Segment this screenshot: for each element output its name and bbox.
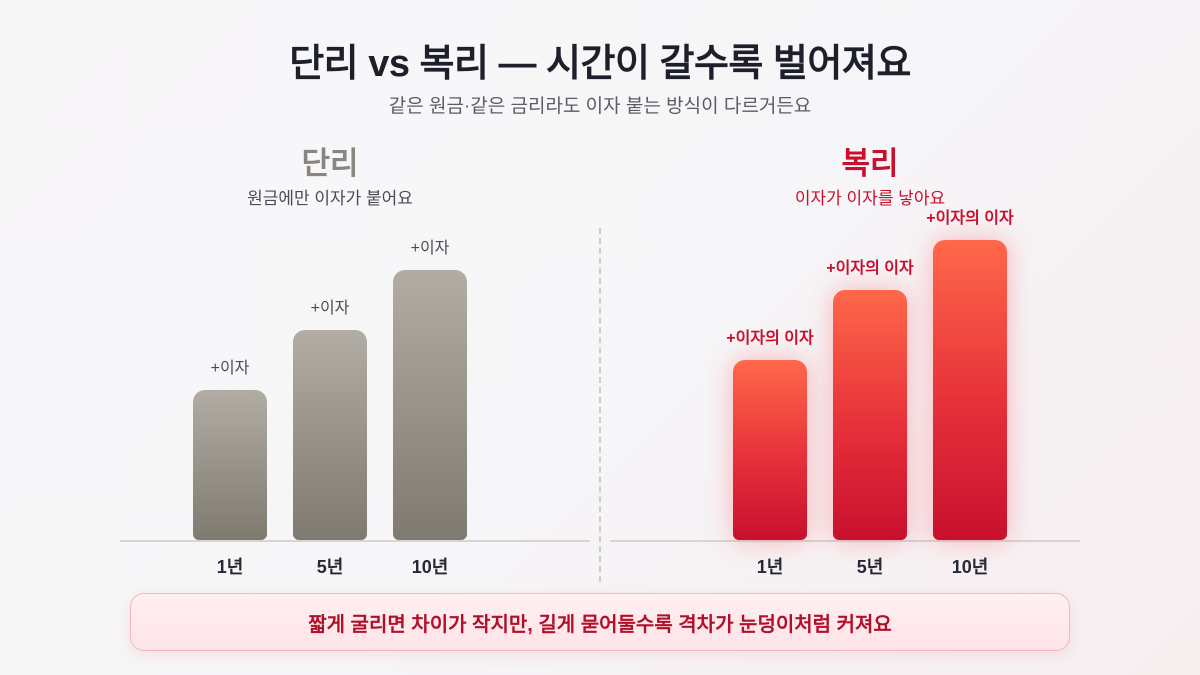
simple-bar-3: [393, 270, 467, 540]
simple-tick-label-1: 1년: [216, 557, 244, 577]
compound-tick-label-1: 1년: [756, 557, 784, 577]
compound-chart-baseline: [610, 540, 1080, 542]
compound-interest-title: 복리: [841, 146, 899, 181]
simple-chart-baseline: [120, 540, 590, 542]
page-title: 단리 vs 복리 — 시간이 갈수록 벌어져요: [289, 43, 911, 85]
simple-data-label-2: +이자: [310, 300, 350, 317]
panel-divider: [599, 228, 601, 582]
simple-interest-subtitle: 원금에만 이자가 붙어요: [247, 189, 413, 208]
compound-bar-2: [833, 290, 907, 540]
simple-tick-label-2: 5년: [316, 557, 344, 577]
summary-note: 짧게 굴리면 차이가 작지만, 길게 묻어둘수록 격차가 눈덩이처럼 커져요: [130, 593, 1070, 651]
compound-data-label-1: +이자의 이자: [726, 330, 814, 347]
simple-tick-label-3: 10년: [411, 557, 449, 577]
compound-tick-label-3: 10년: [951, 557, 989, 577]
simple-data-label-1: +이자: [210, 360, 250, 377]
simple-data-label-3: +이자: [410, 240, 450, 257]
compound-interest-subtitle: 이자가 이자를 낳아요: [794, 189, 946, 208]
compound-data-label-2: +이자의 이자: [826, 260, 914, 277]
simple-interest-title: 단리: [301, 146, 359, 181]
simple-bar-2: [293, 330, 367, 540]
page-subtitle: 같은 원금·같은 금리라도 이자 붙는 방식이 다르거든요: [388, 96, 812, 117]
compound-bar-3: [933, 240, 1007, 540]
compound-data-label-3: +이자의 이자: [926, 210, 1014, 227]
compound-bar-1: [733, 360, 807, 540]
compound-tick-label-2: 5년: [856, 557, 884, 577]
summary-note-text: 짧게 굴리면 차이가 작지만, 길게 묻어둘수록 격차가 눈덩이처럼 커져요: [308, 613, 892, 636]
simple-bar-1: [193, 390, 267, 540]
